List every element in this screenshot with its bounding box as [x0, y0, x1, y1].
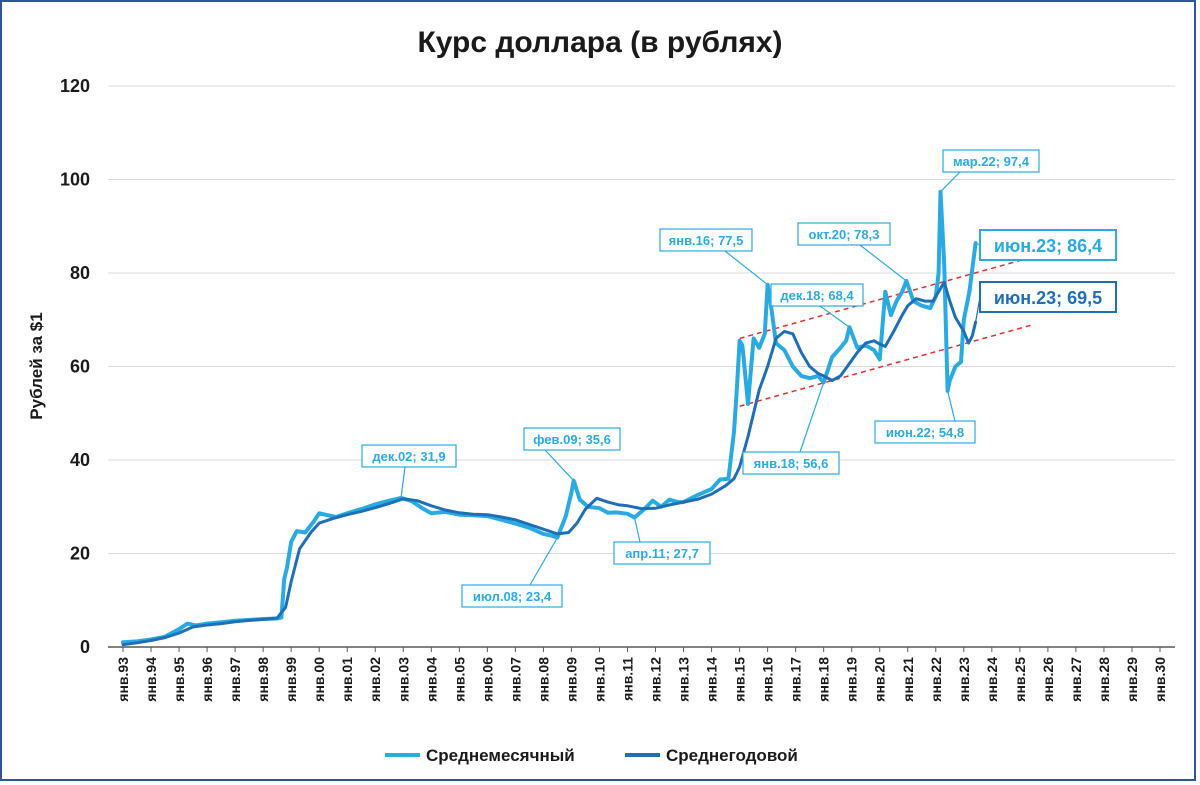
- x-tick-label: янв.97: [227, 657, 243, 702]
- callout-leader: [819, 305, 850, 328]
- callout-leader: [724, 250, 768, 286]
- callout-leader: [946, 390, 956, 422]
- y-tick-label: 60: [70, 357, 90, 377]
- x-tick-label: янв.24: [984, 657, 1000, 702]
- x-tick-label: янв.99: [283, 657, 299, 702]
- gridlines: [108, 85, 1175, 648]
- callout-box: [461, 584, 563, 608]
- trend-channel: [739, 255, 1035, 407]
- callout-label: фев.09; 35,6: [533, 432, 611, 447]
- x-tick-label: янв.15: [732, 657, 748, 702]
- y-axis-ticks: 0 20 40 60 80 100 120: [60, 76, 90, 657]
- x-tick-label: янв.00: [311, 657, 327, 702]
- x-axis-ticks: янв.93 янв.94 янв.95 янв.96 янв.97 янв.98 янв.…: [115, 647, 1168, 702]
- callout-leader: [529, 537, 558, 586]
- x-tick-label: янв.27: [1068, 657, 1084, 702]
- y-tick-label: 40: [70, 450, 90, 470]
- x-tick-label: янв.25: [1012, 657, 1028, 702]
- callout-box: [523, 427, 621, 451]
- callout-box: [942, 149, 1040, 173]
- callout-box: [659, 228, 753, 252]
- legend-label-yearly: Среднегодовой: [666, 746, 798, 765]
- x-tick-label: янв.30: [1152, 657, 1168, 702]
- x-tick-label: янв.09: [563, 657, 579, 702]
- callout-box: [979, 281, 1117, 313]
- series-lines: [121, 189, 978, 647]
- trend-line: [739, 323, 1035, 407]
- callout-label: июн.22; 54,8: [886, 425, 964, 440]
- trend-line: [739, 255, 1035, 340]
- x-tick-label: янв.06: [479, 657, 495, 702]
- callout-box: [742, 451, 840, 475]
- legend-label-monthly: Среднемесячный: [426, 746, 575, 765]
- callout-label: окт.20; 78,3: [809, 227, 880, 242]
- callout-leader: [400, 466, 406, 498]
- callout-label: мар.22; 97,4: [953, 154, 1030, 169]
- x-tick-label: янв.14: [704, 657, 720, 702]
- callout-label: июл.08; 23,4: [473, 589, 552, 604]
- x-tick-label: янв.26: [1040, 657, 1056, 702]
- callout-label: июн.23; 69,5: [994, 288, 1102, 308]
- callout-box: [979, 229, 1117, 261]
- x-tick-label: янв.11: [619, 657, 635, 701]
- y-axis-label: Рублей за $1: [27, 312, 46, 419]
- data-callouts: дек.02; 31,9 июл.08; 23,4 фев.09; 35,6 апр.…: [361, 149, 1117, 608]
- callout-leader: [633, 517, 641, 543]
- x-tick-label: янв.22: [928, 657, 944, 702]
- legend: Среднемесячный Среднегодовой: [385, 746, 798, 765]
- y-tick-label: 100: [60, 170, 90, 190]
- x-tick-label: янв.05: [451, 657, 467, 702]
- callout-label: янв.18; 56,6: [754, 456, 829, 471]
- x-tick-label: янв.93: [115, 657, 131, 702]
- callout-box: [874, 420, 976, 444]
- x-tick-label: янв.23: [956, 657, 972, 702]
- x-tick-label: янв.12: [648, 657, 664, 702]
- x-tick-label: янв.94: [143, 657, 159, 702]
- x-tick-label: янв.18: [816, 657, 832, 702]
- callout-leader: [544, 449, 575, 481]
- callout-box: [770, 283, 864, 307]
- callout-label: дек.02; 31,9: [372, 449, 445, 464]
- callout-label: апр.11; 27,7: [625, 546, 699, 561]
- y-tick-label: 120: [60, 76, 90, 96]
- x-tick-label: янв.08: [535, 657, 551, 702]
- x-tick-label: янв.04: [423, 657, 439, 702]
- callout-label: дек.18; 68,4: [780, 288, 854, 303]
- x-tick-label: янв.98: [255, 657, 271, 702]
- x-tick-label: янв.17: [788, 657, 804, 702]
- x-tick-label: янв.29: [1124, 657, 1140, 702]
- x-tick-label: янв.10: [591, 657, 607, 702]
- callout-leader: [859, 244, 907, 282]
- y-tick-label: 80: [70, 263, 90, 283]
- x-tick-label: янв.20: [872, 657, 888, 702]
- callout-box: [797, 222, 891, 246]
- callout-label: янв.16; 77,5: [669, 233, 744, 248]
- series-line-monthly: [121, 189, 978, 645]
- y-tick-label: 20: [70, 544, 90, 564]
- x-tick-label: янв.02: [367, 657, 383, 702]
- x-tick-label: янв.01: [339, 657, 355, 702]
- callout-box: [613, 541, 711, 565]
- callout-box: [361, 444, 457, 468]
- x-tick-label: янв.13: [676, 657, 692, 702]
- x-tick-label: янв.95: [171, 657, 187, 702]
- series-line-yearly: [121, 280, 978, 647]
- x-tick-label: янв.21: [900, 657, 916, 702]
- x-tick-label: янв.16: [760, 657, 776, 702]
- chart-title: Курс доллара (в рублях): [417, 26, 782, 59]
- callout-leader: [799, 382, 825, 453]
- callout-leader: [940, 171, 961, 193]
- callout-label: июн.23; 86,4: [994, 236, 1102, 256]
- x-tick-label: янв.07: [507, 657, 523, 702]
- x-tick-label: янв.19: [844, 657, 860, 702]
- x-tick-label: янв.28: [1096, 657, 1112, 702]
- x-tick-label: янв.96: [199, 657, 215, 702]
- y-tick-label: 0: [80, 637, 90, 657]
- x-tick-label: янв.03: [395, 657, 411, 702]
